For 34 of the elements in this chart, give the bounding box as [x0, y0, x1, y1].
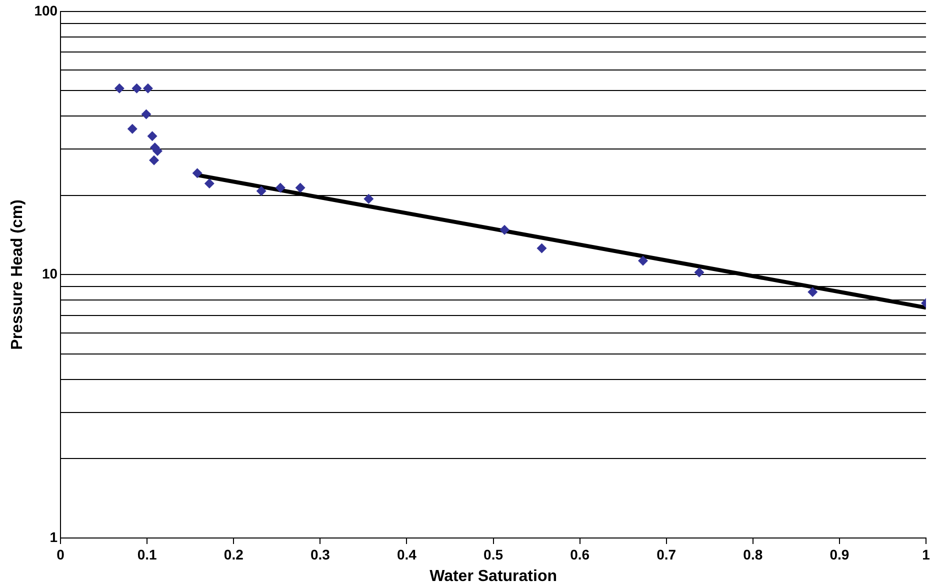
y-tick-label: 10 [42, 266, 58, 282]
point [192, 168, 202, 178]
x-tick-label: 0.7 [656, 546, 676, 562]
point [127, 124, 138, 134]
point [500, 224, 510, 235]
point [536, 243, 547, 254]
y-axis-title: Pressure Head (cm) [9, 200, 26, 350]
x-tick-label: 0.6 [570, 546, 590, 562]
point [147, 131, 158, 142]
point [808, 286, 818, 297]
x-tick-label: 0.2 [224, 546, 244, 562]
point [295, 182, 306, 193]
y-tick-label: 1 [50, 528, 58, 545]
point [638, 256, 648, 266]
point [142, 83, 153, 94]
point [149, 155, 160, 166]
x-tick-label: 0.3 [310, 546, 330, 562]
point [256, 186, 266, 196]
x-axis-title: Water Saturation [430, 568, 557, 585]
point [204, 178, 214, 189]
x-tick-label: 0.5 [484, 546, 504, 562]
y-tick-label: 100 [34, 2, 58, 18]
point [141, 109, 152, 120]
point [694, 267, 704, 278]
point [275, 182, 286, 193]
point [364, 194, 374, 204]
x-tick-label: 0.4 [397, 546, 417, 562]
x-tick-label: 0.1 [137, 546, 158, 562]
x-tick-label: 0 [56, 546, 65, 562]
x-tick-label: 0.9 [830, 546, 850, 562]
x-tick-label: 1 [922, 546, 930, 562]
x-tick-label: 0.8 [743, 546, 763, 562]
point [132, 83, 142, 94]
point [114, 83, 124, 94]
